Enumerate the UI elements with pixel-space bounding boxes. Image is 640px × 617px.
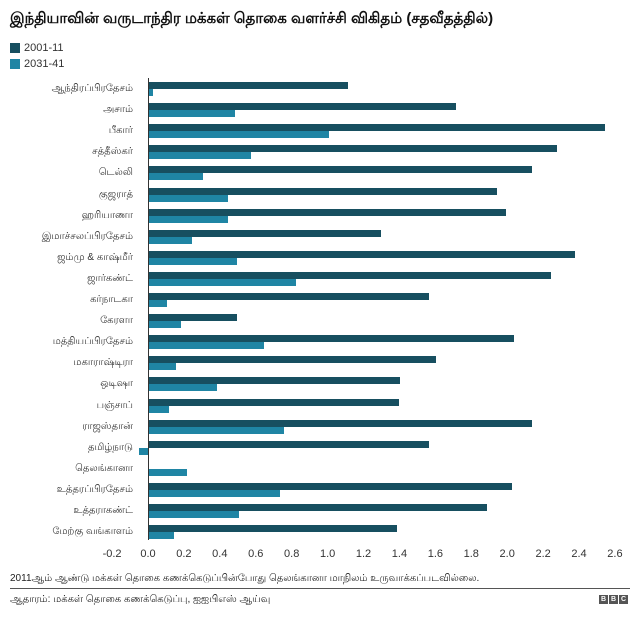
category-label: தெலங்கானா [75, 462, 133, 474]
source-text: ஆதாரம்: மக்கள் தொகை கணக்கெடுப்பு, ஐஐபிஎஸ… [10, 594, 271, 605]
x-tick-label: 2.6 [607, 548, 623, 560]
bar-2031-41 [149, 405, 169, 413]
bar-2031-41 [149, 532, 175, 540]
x-tick-label: 1.0 [319, 548, 336, 560]
x-tick-label: 1.8 [463, 548, 479, 560]
bar-2031-41 [149, 426, 284, 434]
bbc-logo: B B C [599, 595, 628, 604]
legend: 2001-11 2031-41 [10, 40, 64, 72]
category-label: டெல்லி [98, 167, 133, 179]
bar-2031-41 [139, 447, 148, 455]
x-tick-label: 0.6 [248, 548, 264, 560]
bar-2001-11 [149, 440, 430, 448]
bar-2001-11 [149, 271, 552, 279]
category-label: ஹரியாணா [81, 209, 133, 221]
bar-2001-11 [149, 166, 532, 174]
x-tick-label: -0.2 [102, 548, 122, 560]
legend-swatch-dark [10, 43, 20, 53]
category-label: உத்தரப்பிரதேசம் [56, 483, 133, 495]
category-label: ஆந்திரப்பிரதேசம் [51, 83, 133, 94]
x-tick-label: 2.4 [571, 548, 587, 560]
bbc-logo-letter: B [609, 595, 618, 604]
bar-2001-11 [149, 293, 430, 300]
legend-label: 2031-41 [24, 58, 65, 70]
bar-2001-11 [149, 82, 349, 89]
bar-2031-41 [149, 131, 329, 139]
footnote: 2011ஆம் ஆண்டு மக்கள் தொகை கணக்கெடுப்பின்… [10, 573, 480, 584]
bar-2001-11 [149, 314, 237, 322]
category-label: பஞ்சாப் [96, 399, 133, 411]
zero-axis-line [148, 78, 149, 540]
bbc-logo-letter: B [599, 595, 608, 604]
legend-item-2031-41: 2031-41 [10, 56, 64, 72]
x-tick-label: 0.4 [212, 548, 228, 560]
bar-2031-41 [149, 278, 297, 286]
bar-2001-11 [149, 208, 507, 216]
bar-2001-11 [149, 335, 514, 343]
category-label: ஜார்கண்ட் [87, 272, 133, 284]
bar-2031-41 [149, 152, 252, 160]
bar-2001-11 [149, 187, 498, 195]
bar-2031-41 [149, 110, 236, 118]
category-label: குஜராத் [98, 188, 133, 200]
x-tick-label: 0.0 [140, 548, 156, 560]
bar-2031-41 [149, 384, 218, 392]
bar-2031-41 [149, 300, 167, 307]
bar-2001-11 [149, 482, 512, 490]
bar-2031-41 [149, 173, 203, 181]
bar-2031-41 [149, 236, 193, 244]
x-tick-label: 0.2 [176, 548, 192, 560]
category-label: பீகார் [108, 125, 133, 137]
category-label: கர்நாடகா [90, 294, 133, 305]
bar-2031-41 [149, 194, 229, 202]
category-label: சத்தீஸ்கர் [92, 146, 133, 158]
x-tick-label: 0.8 [284, 548, 300, 560]
legend-item-2001-11: 2001-11 [10, 40, 64, 56]
x-tick-label: 1.2 [355, 548, 372, 560]
bar-2031-41 [149, 89, 153, 96]
bar-2031-41 [149, 511, 239, 518]
bar-2001-11 [149, 124, 606, 132]
bar-2001-11 [149, 398, 399, 406]
bar-2031-41 [149, 489, 281, 497]
bar-2001-11 [149, 504, 487, 511]
category-label: உத்தராகண்ட் [73, 505, 133, 516]
category-label: ராஜஸ்தான் [82, 420, 133, 432]
bar-2031-41 [149, 257, 237, 265]
bar-2001-11 [149, 419, 532, 427]
category-label: தமிழ்நாடு [88, 441, 133, 453]
category-label: கேரளா [100, 315, 133, 327]
x-tick-label: 2.2 [535, 548, 551, 560]
divider [10, 588, 630, 589]
category-label: மகாராஷ்டிரா [73, 357, 133, 369]
bbc-logo-letter: C [619, 595, 628, 604]
bar-2001-11 [149, 525, 397, 533]
category-label: ஒடிஷா [100, 378, 133, 390]
bar-2001-11 [149, 250, 575, 258]
bar-2031-41 [149, 363, 176, 371]
bar-2001-11 [149, 103, 457, 111]
category-label: இமாச்சலப்பிரதேசம் [41, 230, 133, 242]
category-label: மேற்கு வங்காளம் [52, 526, 133, 538]
category-label: அசாம் [103, 104, 133, 116]
bar-2031-41 [149, 215, 229, 223]
bar-2031-41 [149, 468, 187, 476]
bar-chart: ஆந்திரப்பிரதேசம் அசாம் பீகார் சத்தீஸ்கர் டெல… [0, 76, 640, 541]
bar-2001-11 [149, 145, 557, 153]
x-tick-label: 2.0 [499, 548, 515, 560]
x-tick-label: 1.6 [427, 548, 444, 560]
bar-2031-41 [149, 342, 264, 350]
x-tick-label: 1.4 [391, 548, 408, 560]
bar-2001-11 [149, 356, 437, 364]
legend-label: 2001-11 [24, 42, 64, 54]
legend-swatch-light [10, 59, 20, 69]
chart-title: இந்தியாவின் வருடாந்திர மக்கள் தொகை வளர்ச… [10, 10, 494, 27]
category-label: ஜம்மு & காஷ்மீர் [57, 251, 133, 263]
bar-2001-11 [149, 229, 381, 237]
category-label: மத்தியப்பிரதேசம் [52, 336, 133, 348]
bar-2031-41 [149, 321, 182, 329]
bar-2001-11 [149, 377, 401, 385]
